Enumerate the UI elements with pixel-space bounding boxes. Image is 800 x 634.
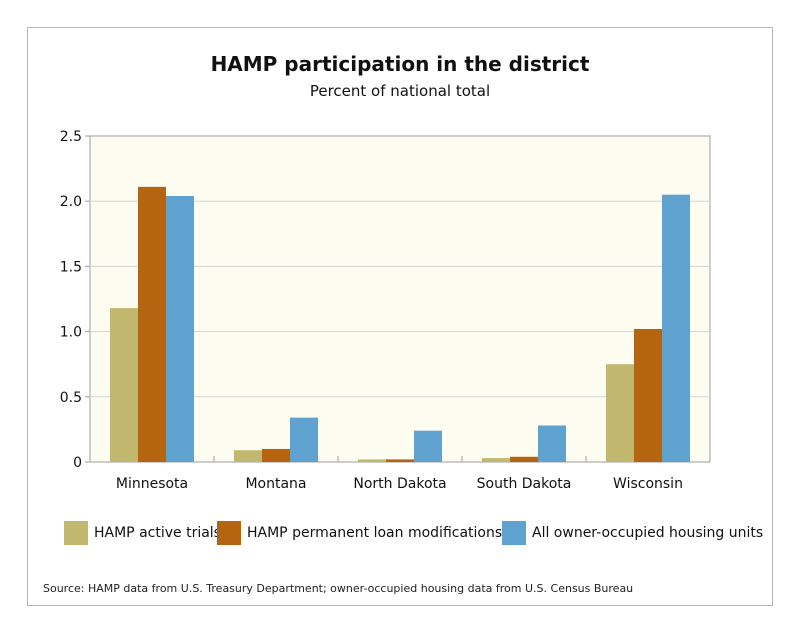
y-tick-label: 1.0 bbox=[60, 325, 82, 341]
legend-swatch-active-trials bbox=[64, 521, 88, 545]
y-tick-label: 0 bbox=[73, 455, 82, 471]
bar bbox=[138, 186, 166, 462]
source-note: Source: HAMP data from U.S. Treasury Dep… bbox=[43, 582, 634, 595]
bar bbox=[262, 448, 290, 462]
bar bbox=[510, 456, 538, 462]
bar bbox=[482, 458, 510, 462]
bar bbox=[606, 364, 634, 462]
bar bbox=[358, 459, 386, 462]
x-axis-labels: Minnesota Montana North Dakota South Dakota… bbox=[116, 456, 683, 492]
y-tick-label: 2.0 bbox=[60, 194, 82, 210]
bar bbox=[110, 308, 138, 462]
chart-subtitle: Percent of national total bbox=[309, 82, 491, 100]
legend-label-permanent-modifications: HAMP permanent loan modifications bbox=[247, 525, 503, 541]
legend-swatch-owner-occupied bbox=[502, 521, 526, 545]
bar bbox=[414, 430, 442, 462]
legend-label-active-trials: HAMP active trials bbox=[94, 525, 221, 541]
bar bbox=[290, 417, 318, 462]
chart-title: HAMP participation in the district bbox=[210, 52, 590, 76]
bar bbox=[634, 328, 662, 462]
bar bbox=[662, 194, 690, 462]
x-tick-label: Wisconsin bbox=[613, 476, 683, 492]
bars bbox=[110, 186, 690, 462]
y-tick-label: 2.5 bbox=[60, 129, 82, 145]
bar bbox=[538, 425, 566, 462]
y-tick-label: 0.5 bbox=[60, 390, 82, 406]
bar bbox=[234, 450, 262, 462]
legend-label-owner-occupied: All owner-occupied housing units bbox=[532, 525, 764, 541]
y-axis-ticks: 0 0.5 1.0 1.5 2.0 2.5 bbox=[60, 129, 90, 471]
x-tick-label: North Dakota bbox=[353, 476, 446, 492]
legend-swatch-permanent-modifications bbox=[217, 521, 241, 545]
x-tick-label: South Dakota bbox=[477, 476, 572, 492]
bar bbox=[166, 195, 194, 462]
x-tick-label: Minnesota bbox=[116, 476, 188, 492]
bar bbox=[386, 459, 414, 462]
x-tick-label: Montana bbox=[245, 476, 306, 492]
y-tick-label: 1.5 bbox=[60, 259, 82, 275]
